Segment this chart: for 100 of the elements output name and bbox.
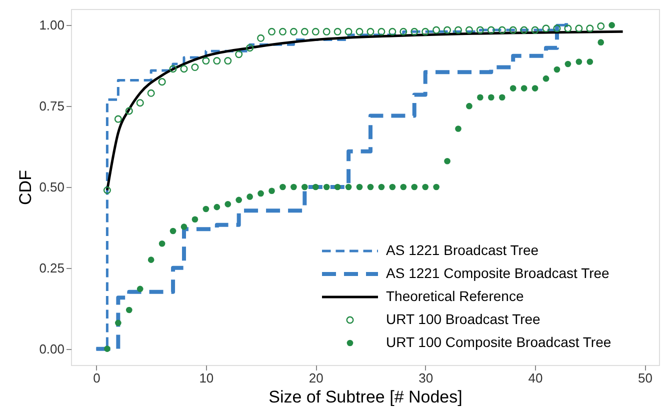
point	[598, 39, 604, 46]
point	[388, 28, 396, 36]
point	[290, 28, 298, 36]
legend-label: Theoretical Reference	[386, 288, 524, 304]
point	[323, 184, 330, 190]
point	[356, 184, 363, 190]
point	[312, 28, 320, 36]
point	[334, 28, 342, 36]
y-tick-label: 0.50	[39, 180, 64, 194]
point	[158, 78, 166, 86]
x-axis-title: Size of Subtree [# Nodes]	[268, 388, 462, 406]
point	[542, 24, 550, 32]
point	[454, 26, 462, 34]
point	[366, 28, 374, 36]
point	[400, 184, 407, 190]
legend-label: URT 100 Composite Broadcast Tree	[386, 334, 612, 350]
point	[597, 22, 605, 30]
point	[509, 26, 517, 34]
point	[554, 66, 560, 73]
point	[268, 188, 275, 194]
point	[257, 34, 265, 42]
point	[400, 28, 408, 36]
point	[477, 94, 484, 101]
point	[576, 58, 582, 65]
legend-label: URT 100 Broadcast Tree	[386, 311, 541, 327]
point	[553, 24, 561, 32]
point	[344, 28, 352, 36]
point	[422, 28, 430, 36]
point	[586, 58, 594, 65]
point	[378, 184, 385, 190]
point	[345, 184, 352, 190]
point	[564, 60, 572, 68]
point	[389, 184, 396, 190]
point	[510, 85, 516, 92]
point	[115, 320, 122, 326]
point	[487, 26, 495, 34]
point	[258, 190, 264, 197]
x-tick-label: 40	[528, 370, 543, 386]
point	[322, 28, 330, 36]
point	[280, 184, 286, 190]
point	[169, 65, 177, 73]
point	[575, 24, 583, 32]
point	[312, 184, 319, 190]
point	[191, 63, 199, 72]
point	[224, 200, 232, 208]
legend-label: AS 1221 Composite Broadcast Tree	[386, 265, 610, 281]
point	[235, 50, 243, 58]
point	[213, 57, 221, 65]
y-tick-label: 0.25	[39, 260, 64, 276]
point	[268, 28, 276, 36]
point	[410, 28, 418, 36]
point	[531, 26, 539, 34]
point	[170, 228, 176, 234]
point	[158, 240, 166, 247]
x-tick-label: 20	[308, 370, 324, 386]
point	[136, 99, 144, 107]
point	[202, 57, 210, 65]
point	[246, 44, 254, 52]
point	[465, 26, 473, 34]
point	[432, 26, 440, 34]
point	[455, 126, 462, 132]
point	[476, 26, 484, 34]
point	[300, 28, 308, 36]
point	[246, 194, 253, 200]
x-tick-label: 0	[93, 370, 100, 386]
point	[564, 24, 572, 32]
legend-label: AS 1221 Broadcast Tree	[386, 242, 539, 258]
y-tick-label: 0.00	[39, 341, 64, 356]
point	[378, 28, 386, 36]
point	[302, 184, 308, 190]
y-tick-label: 0.75	[39, 98, 64, 114]
x-tick-label: 50	[638, 370, 652, 386]
point	[104, 346, 110, 352]
point	[180, 224, 188, 230]
point	[224, 57, 232, 65]
line-series	[106, 30, 624, 192]
point	[180, 65, 188, 73]
y-axis-title: CDF	[16, 170, 36, 205]
point	[498, 26, 506, 34]
point	[542, 75, 550, 82]
point	[422, 184, 428, 190]
point	[236, 196, 242, 204]
point	[148, 256, 154, 263]
point	[147, 89, 155, 97]
point	[488, 94, 494, 101]
point	[103, 186, 111, 194]
point	[136, 286, 144, 292]
point	[114, 115, 122, 123]
point	[192, 216, 198, 223]
point	[520, 26, 528, 34]
point	[532, 85, 538, 92]
point	[126, 306, 132, 314]
point	[520, 85, 528, 92]
point	[290, 184, 297, 190]
point	[334, 184, 341, 190]
point	[202, 206, 210, 212]
point	[367, 184, 374, 190]
point	[586, 24, 594, 32]
point	[125, 107, 133, 115]
point	[444, 26, 452, 34]
